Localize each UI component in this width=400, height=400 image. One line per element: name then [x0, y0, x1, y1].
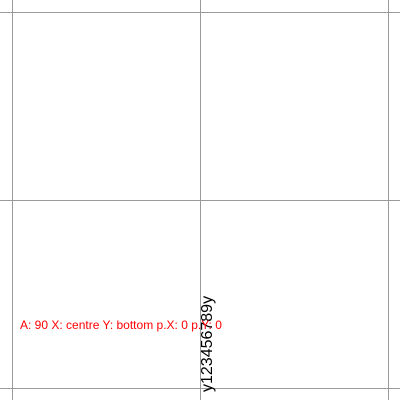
grid-line-horizontal-bottom: [0, 388, 400, 389]
alignment-readout: A: 90 X: centre Y: bottom p.X: 0 p.Y: 0: [20, 318, 222, 332]
grid-line-horizontal-middle: [0, 200, 400, 201]
rotated-sample-text: y123456789y: [199, 295, 216, 392]
grid-line-horizontal-top: [0, 12, 400, 13]
